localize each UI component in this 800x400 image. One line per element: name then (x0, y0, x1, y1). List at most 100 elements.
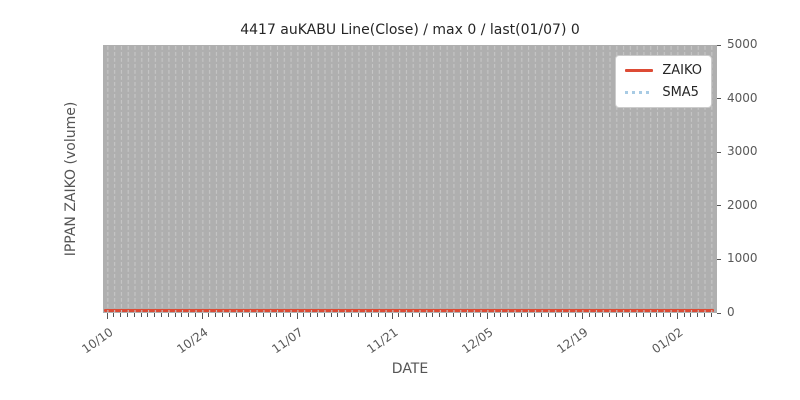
x-minor-tick-mark (323, 313, 325, 317)
x-minor-tick-mark (255, 313, 257, 317)
x-minor-tick-mark (615, 313, 617, 317)
y-tick-label: 5000 (727, 37, 758, 51)
x-major-tick-mark (486, 313, 488, 319)
x-minor-tick-mark (398, 313, 400, 317)
x-minor-tick-mark (337, 313, 339, 317)
x-minor-tick-mark (574, 313, 576, 317)
x-minor-tick-mark (697, 313, 699, 317)
y-tick-label: 3000 (727, 144, 758, 159)
x-minor-tick-mark (174, 313, 176, 317)
y-tick-label: 4000 (727, 90, 758, 105)
x-minor-tick-mark (459, 313, 461, 317)
y-tick-label: 0 (727, 305, 735, 319)
x-minor-tick-mark (432, 313, 434, 317)
x-minor-tick-mark (194, 313, 196, 317)
x-minor-tick-mark (649, 313, 651, 317)
vertical-dashed-grid (103, 45, 717, 313)
x-minor-tick-mark (283, 313, 285, 317)
x-minor-tick-mark (547, 313, 549, 317)
x-minor-tick-mark (446, 313, 447, 317)
x-minor-tick-mark (378, 313, 380, 317)
x-tick-label: 12/05 (458, 325, 496, 357)
legend-label-zaiko: ZAIKO (662, 63, 702, 78)
zaiko-line-icon (625, 69, 654, 72)
x-minor-tick-mark (242, 313, 244, 317)
x-minor-tick-mark (479, 313, 481, 317)
x-minor-tick-mark (405, 313, 407, 317)
x-axis-tick-labels: 10/10 10/24 11/07 11/21 12/05 12/19 01/02 (79, 318, 717, 358)
x-minor-tick-mark (527, 313, 529, 317)
x-axis-label: DATE (391, 361, 429, 377)
x-minor-tick-mark (703, 313, 705, 317)
x-minor-tick-mark (235, 313, 237, 317)
x-major-tick-mark (581, 313, 583, 319)
legend-label-sma5: SMA5 (662, 85, 699, 100)
x-minor-tick-mark (249, 313, 251, 317)
x-tick-label: 10/10 (78, 325, 116, 357)
y-axis-label: IPPAN ZAIKO (volume) (63, 101, 79, 257)
x-minor-tick-mark (133, 313, 135, 317)
x-tick-label: 01/02 (648, 325, 686, 357)
x-minor-tick-mark (344, 313, 346, 317)
x-minor-tick-mark (629, 313, 631, 317)
legend-item-sma5: SMA5 (625, 85, 702, 100)
y-tick-mark (717, 312, 721, 314)
y-axis: 0 1000 2000 3000 4000 5000 (717, 37, 797, 319)
x-minor-tick-mark (636, 313, 637, 317)
x-minor-tick-mark (262, 313, 264, 317)
y-tick-mark (717, 205, 721, 207)
x-minor-tick-mark (663, 313, 665, 317)
x-minor-tick-mark (276, 313, 278, 317)
y-tick-label: 2000 (727, 197, 758, 212)
legend: ZAIKO SMA5 (615, 55, 712, 108)
x-minor-tick-mark (215, 313, 217, 317)
x-minor-tick-mark (595, 313, 597, 317)
x-minor-tick-mark (412, 313, 414, 317)
x-tick-label: 11/07 (268, 325, 306, 357)
x-minor-tick-mark (384, 313, 386, 317)
x-minor-tick-mark (513, 313, 515, 317)
x-minor-tick-mark (473, 313, 475, 317)
x-minor-tick-mark (330, 313, 332, 317)
x-minor-tick-mark (507, 313, 509, 317)
x-minor-tick-mark (656, 313, 658, 317)
x-minor-tick-mark (317, 313, 319, 317)
x-major-tick-mark (391, 313, 393, 319)
x-minor-tick-mark (602, 313, 604, 317)
x-minor-tick-mark (466, 313, 468, 317)
x-minor-tick-mark (710, 313, 712, 317)
x-minor-tick-mark (120, 313, 122, 317)
x-minor-tick-mark (147, 313, 149, 317)
x-minor-tick-mark (167, 313, 169, 317)
x-major-tick-mark (296, 313, 298, 319)
x-minor-tick-mark (188, 313, 190, 317)
y-tick-label: 1000 (727, 251, 758, 266)
x-minor-tick-mark (154, 313, 156, 317)
x-minor-tick-mark (452, 313, 454, 317)
x-minor-tick-mark (113, 313, 115, 317)
x-minor-tick-mark (357, 313, 359, 317)
x-tick-label: 11/21 (363, 325, 401, 357)
x-minor-tick-mark (371, 313, 373, 317)
y-tick-mark (717, 258, 721, 260)
sma5-dotted-line-icon (625, 91, 653, 94)
x-minor-tick-mark (160, 313, 162, 317)
x-minor-tick-mark (554, 313, 556, 317)
x-minor-tick-mark (208, 313, 210, 317)
x-minor-tick-mark (683, 313, 685, 317)
x-minor-tick-mark (140, 313, 142, 317)
x-major-tick-mark (676, 313, 678, 319)
x-minor-tick-mark (425, 313, 427, 317)
x-minor-tick-mark (310, 313, 312, 317)
y-tick-mark (717, 44, 721, 46)
legend-item-zaiko: ZAIKO (625, 63, 702, 78)
x-minor-tick-mark (520, 313, 522, 317)
x-minor-tick-mark (642, 313, 644, 317)
plot-area: ZAIKO SMA5 (103, 45, 717, 313)
x-minor-tick-mark (622, 313, 624, 317)
x-minor-tick-mark (690, 313, 692, 317)
x-minor-tick-mark (269, 313, 271, 317)
x-tick-label: 10/24 (173, 325, 211, 357)
x-tick-label: 12/19 (553, 325, 591, 357)
